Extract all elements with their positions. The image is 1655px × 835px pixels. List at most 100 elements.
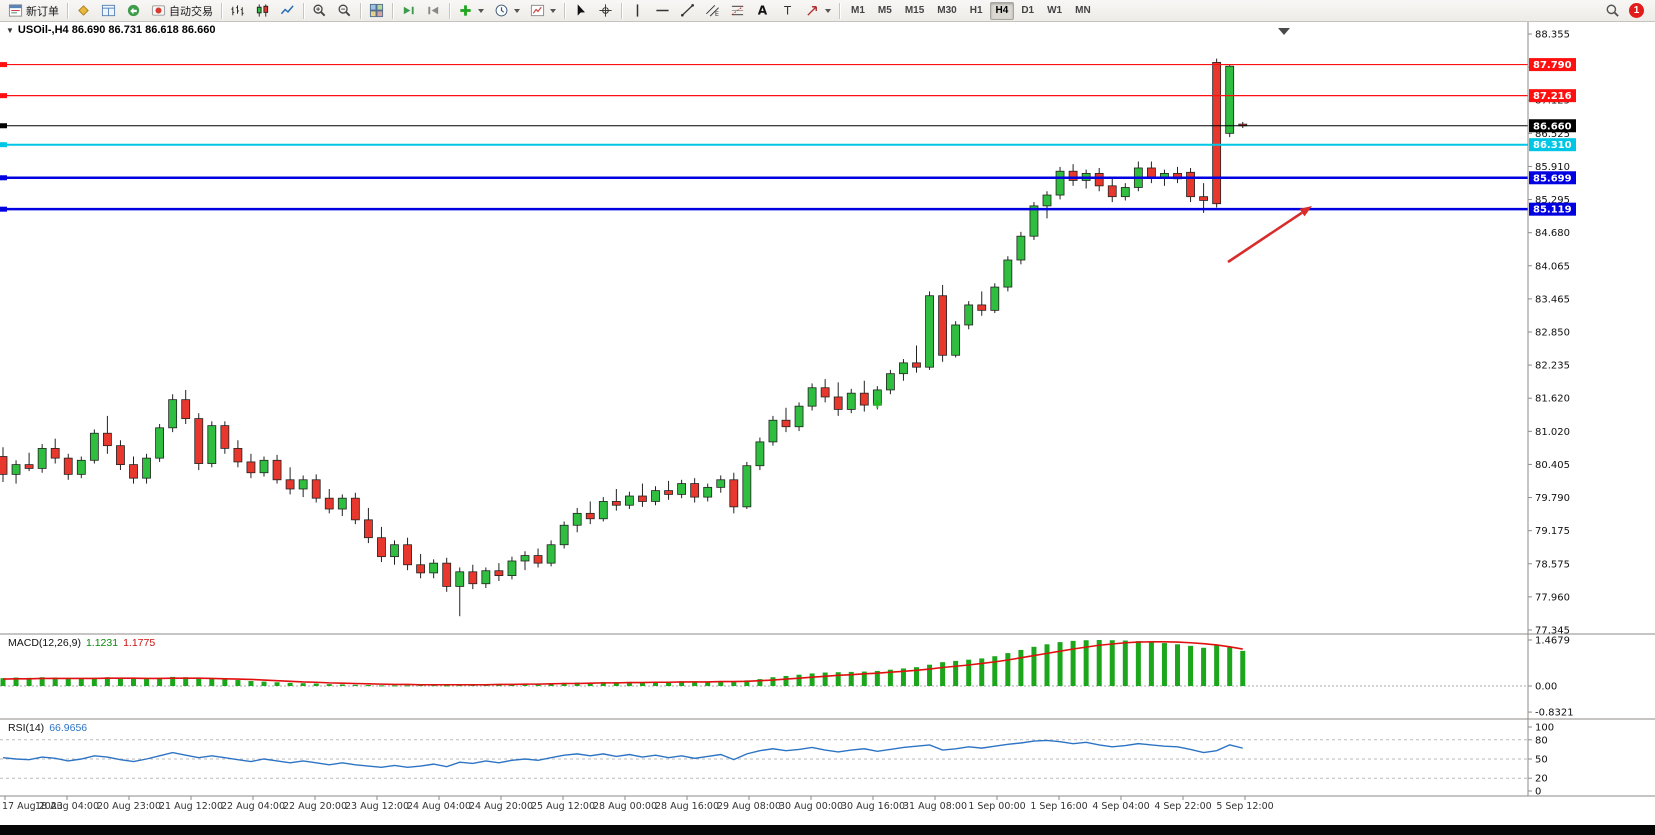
chart-shift-marker[interactable] <box>1278 28 1290 35</box>
chevron-down-icon[interactable]: ▼ <box>6 26 14 35</box>
timeframe-d1[interactable]: D1 <box>1015 2 1040 20</box>
timeframe-mn[interactable]: MN <box>1069 2 1097 20</box>
candlestick <box>468 564 478 590</box>
macd-histogram-bar <box>248 680 254 686</box>
chevron-down-icon[interactable] <box>478 8 484 13</box>
macd-histogram-bar <box>39 677 45 686</box>
macd-histogram-bar <box>117 677 123 686</box>
navigator-button[interactable] <box>122 1 145 20</box>
trend-arrow-annotation[interactable] <box>1227 206 1312 264</box>
search-button[interactable] <box>1601 1 1624 20</box>
macd-histogram-bar <box>1227 647 1233 686</box>
candlestick <box>207 421 217 468</box>
horizontal-line-button[interactable] <box>651 1 674 20</box>
level-line-anchor[interactable] <box>0 206 7 212</box>
rsi-axis-label: 20 <box>1535 774 1548 785</box>
level-line-anchor[interactable] <box>0 62 7 68</box>
chevron-down-icon[interactable] <box>825 8 831 13</box>
macd-histogram-bar <box>392 685 397 687</box>
chart-canvas[interactable]: 88.35587.74087.12586.52585.91085.29584.6… <box>0 22 1655 824</box>
macd-histogram-bar <box>900 668 906 686</box>
macd-histogram-bar <box>26 677 32 686</box>
auto-trading-button[interactable]: 自动交易 <box>147 1 217 20</box>
timeframe-h4[interactable]: H4 <box>989 1 1015 20</box>
candlestick <box>625 491 634 510</box>
macd-axis-label: 0.00 <box>1535 682 1557 693</box>
time-axis-label: 18 Aug 04:00 <box>35 801 99 812</box>
market-watch-button[interactable] <box>72 1 95 20</box>
vertical-line-icon <box>630 3 645 18</box>
templates-button[interactable] <box>526 1 560 20</box>
bar-chart-mode-button[interactable] <box>226 1 249 20</box>
timeframe-m1[interactable]: M1 <box>845 2 871 20</box>
new-order-button[interactable]: 新订单 <box>4 1 63 20</box>
level-price-tag: 87.216 <box>1529 89 1576 103</box>
candlestick <box>794 402 804 432</box>
price-axis-label: 83.465 <box>1535 294 1570 305</box>
zoom-in-button[interactable] <box>308 1 331 20</box>
chevron-down-icon[interactable] <box>514 8 520 13</box>
data-window-button[interactable] <box>97 1 120 20</box>
candlestick <box>755 437 765 471</box>
macd-signal-line <box>2 640 1243 686</box>
level-price-tag: 85.699 <box>1529 171 1576 185</box>
market-watch-icon <box>76 3 91 18</box>
text-label-button[interactable]: T <box>776 1 799 20</box>
time-axis-label: 28 Aug 00:00 <box>593 801 657 812</box>
equidistant-channel-button[interactable]: E <box>701 1 724 20</box>
macd-histogram-bar <box>235 680 241 686</box>
svg-text:87.790: 87.790 <box>1533 60 1572 71</box>
timeframe-m5[interactable]: M5 <box>872 2 898 20</box>
price-axis-label: 81.020 <box>1535 427 1570 438</box>
candlestick <box>990 283 1000 314</box>
chart-shift-button[interactable] <box>422 1 445 20</box>
price-axis-label: 82.850 <box>1535 327 1570 338</box>
crosshair-button[interactable] <box>594 1 617 20</box>
macd-histogram-bar <box>339 684 345 686</box>
bar-chart-icon <box>230 3 245 18</box>
timeframe-m15[interactable]: M15 <box>899 2 930 20</box>
level-line-anchor[interactable] <box>0 93 7 99</box>
candlestick <box>1120 183 1130 201</box>
macd-histogram-bar <box>0 678 6 686</box>
candlestick <box>298 475 308 498</box>
notification-badge[interactable]: 1 <box>1629 3 1644 18</box>
macd-histogram-bar <box>1122 640 1128 686</box>
time-axis-label: 28 Aug 16:00 <box>655 801 719 812</box>
indicators-button[interactable] <box>454 1 488 20</box>
candlestick-mode-button[interactable] <box>251 1 274 20</box>
macd-histogram-bar <box>731 680 737 686</box>
text-button[interactable]: A <box>751 1 774 20</box>
trendline-button[interactable] <box>676 1 699 20</box>
auto-scroll-button[interactable] <box>397 1 420 20</box>
svg-text:86.660: 86.660 <box>1533 121 1572 132</box>
candlestick <box>1003 256 1013 292</box>
time-axis-label: 22 Aug 04:00 <box>221 801 285 812</box>
macd-histogram-bar <box>13 677 19 686</box>
zoom-in-icon <box>312 3 327 18</box>
zoom-out-button[interactable] <box>333 1 356 20</box>
timeframe-w1[interactable]: W1 <box>1041 2 1068 20</box>
chevron-down-icon[interactable] <box>550 8 556 13</box>
timeframe-m30[interactable]: M30 <box>931 2 962 20</box>
macd-histogram-bar <box>1005 653 1011 686</box>
tile-windows-button[interactable] <box>365 1 388 20</box>
line-chart-mode-button[interactable] <box>276 1 299 20</box>
time-axis-label: 30 Aug 00:00 <box>779 801 843 812</box>
level-line-anchor[interactable] <box>0 123 7 129</box>
price-axis-label: 78.575 <box>1535 559 1570 570</box>
svg-text:86.310: 86.310 <box>1533 140 1572 151</box>
level-line-anchor[interactable] <box>0 142 7 148</box>
vertical-line-button[interactable] <box>626 1 649 20</box>
cursor-button[interactable] <box>569 1 592 20</box>
candlestick <box>246 453 256 479</box>
timeframe-h1[interactable]: H1 <box>964 2 989 20</box>
fibonacci-button[interactable] <box>726 1 749 20</box>
arrows-button[interactable] <box>801 1 835 20</box>
macd-histogram-bar <box>809 673 815 686</box>
level-line-anchor[interactable] <box>0 175 7 181</box>
periods-button[interactable] <box>490 1 524 20</box>
candlestick <box>455 567 465 617</box>
candlestick <box>494 563 504 582</box>
macd-histogram-bar <box>653 681 658 686</box>
